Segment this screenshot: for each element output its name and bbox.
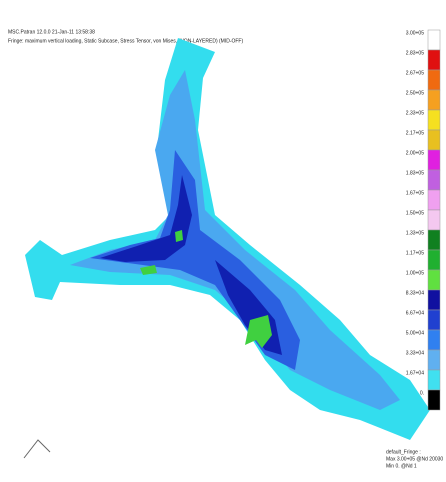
legend-label: 1.67+04	[406, 370, 424, 376]
legend-label: 1.00+05	[406, 270, 424, 276]
legend-label: 6.67+04	[406, 310, 424, 316]
axis-triad	[24, 440, 50, 458]
legend-label: 8.33+04	[406, 290, 424, 296]
footer-line: Min 0. @Nd 1	[386, 463, 417, 469]
legend-label: 2.00+05	[406, 150, 424, 156]
legend-swatch	[428, 110, 440, 130]
legend-label: 2.67+05	[406, 70, 424, 76]
legend-swatch	[428, 30, 440, 50]
legend-label: 1.50+05	[406, 210, 424, 216]
legend-label: 3.00+05	[406, 30, 424, 36]
legend-swatch	[428, 310, 440, 330]
legend-label: 1.67+05	[406, 190, 424, 196]
legend-swatch	[428, 150, 440, 170]
legend-label: 1.17+05	[406, 250, 424, 256]
legend-label: 3.33+04	[406, 350, 424, 356]
legend-label: 1.83+05	[406, 170, 424, 176]
legend-swatch	[428, 130, 440, 150]
legend-swatch	[428, 90, 440, 110]
legend-swatch	[428, 250, 440, 270]
footer-line: Max 3.00+05 @Nd 20030	[386, 456, 443, 462]
legend-swatch	[428, 50, 440, 70]
legend-swatch	[428, 270, 440, 290]
legend-swatch	[428, 290, 440, 310]
legend-swatch	[428, 370, 440, 390]
legend-label: 2.50+05	[406, 90, 424, 96]
header-line: Fringe: maximum vertical loading, Static…	[8, 38, 243, 44]
legend-swatch	[428, 190, 440, 210]
footer-line: default_Fringe :	[386, 449, 421, 455]
viewport: MSC.Patran 12.0.0 21-Jan-11 13:58:38 Fri…	[0, 0, 446, 477]
legend-swatch	[428, 390, 440, 410]
legend-swatch	[428, 70, 440, 90]
legend-label: 5.00+04	[406, 330, 424, 336]
legend-label: 2.17+05	[406, 130, 424, 136]
legend-label: 2.33+05	[406, 110, 424, 116]
legend-label: 0.	[420, 390, 424, 396]
legend-swatch	[428, 170, 440, 190]
legend-swatch	[428, 350, 440, 370]
contour-region	[175, 230, 183, 242]
model	[25, 38, 430, 440]
header-line: MSC.Patran 12.0.0 21-Jan-11 13:58:38	[8, 29, 95, 35]
legend-swatch	[428, 210, 440, 230]
legend-label: 2.83+05	[406, 50, 424, 56]
legend-swatch	[428, 330, 440, 350]
legend-swatch	[428, 230, 440, 250]
legend-label: 1.33+05	[406, 230, 424, 236]
